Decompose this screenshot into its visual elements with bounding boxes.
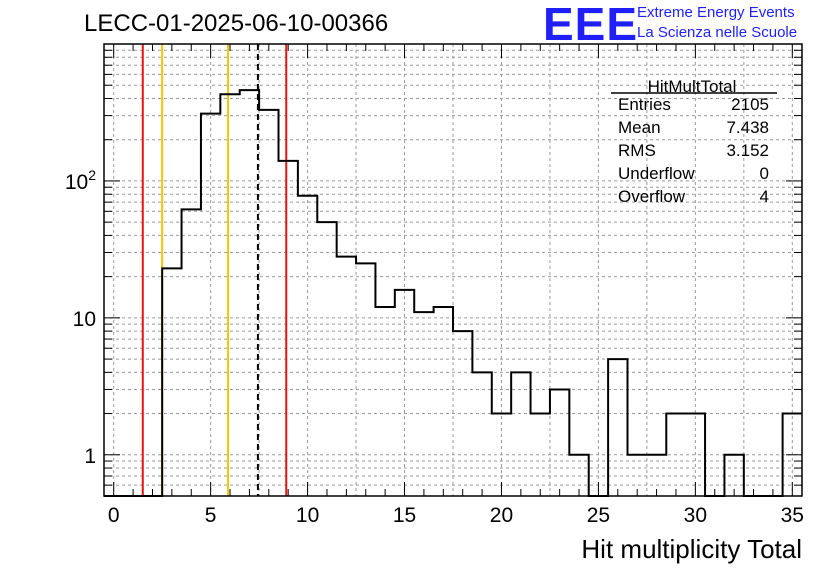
y-tick-label: 10 xyxy=(73,308,96,331)
y-tick-label: 102 xyxy=(65,167,96,194)
stats-row-value: 7.438 xyxy=(726,118,769,137)
stats-row-label: Mean xyxy=(618,118,661,137)
x-tick-label: 5 xyxy=(205,504,217,527)
x-tick-label: 25 xyxy=(587,504,610,527)
x-tick-label: 10 xyxy=(296,504,319,527)
stats-row-label: Overflow xyxy=(618,187,686,206)
tagline-line2: La Scienza nelle Scuole xyxy=(637,24,798,41)
grid-lines xyxy=(104,43,802,497)
x-tick-label: 0 xyxy=(108,504,120,527)
y-tick-label: 1 xyxy=(84,445,96,468)
histogram-outline xyxy=(104,89,802,497)
eee-logo: EEE xyxy=(543,0,639,50)
stats-row-value: 4 xyxy=(760,187,769,206)
stats-box: HitMultTotal Entries 2105 Mean 7.438 RMS 3.15… xyxy=(611,77,777,206)
stats-title: HitMultTotal xyxy=(648,77,737,96)
axis-ticks: 0 5 10 15 20 25 30 35 1 10 102 xyxy=(65,43,804,527)
stats-row-value: 3.152 xyxy=(726,141,769,160)
plot-frame xyxy=(103,43,803,497)
tagline-line1: Extreme Energy Events xyxy=(637,4,795,21)
stats-row-value: 0 xyxy=(760,164,769,183)
stats-row-label: RMS xyxy=(618,141,656,160)
stats-row-label: Entries xyxy=(618,95,671,114)
x-tick-label: 20 xyxy=(490,504,513,527)
run-title: LECC-01-2025-06-10-00366 xyxy=(84,10,389,37)
x-tick-label: 30 xyxy=(684,504,707,527)
stats-row-label: Underflow xyxy=(618,164,695,183)
x-axis-label: Hit multiplicity Total xyxy=(581,534,802,564)
reference-lines xyxy=(141,44,288,496)
stats-row-value: 2105 xyxy=(731,95,769,114)
x-tick-label: 15 xyxy=(393,504,416,527)
x-tick-label: 35 xyxy=(781,504,804,527)
